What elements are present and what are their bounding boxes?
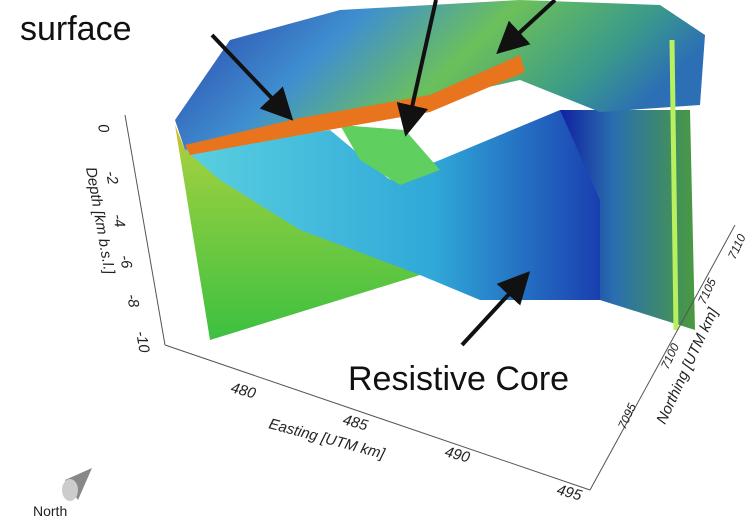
arrow bbox=[396, 0, 438, 137]
easting-axis bbox=[164, 344, 591, 491]
axes bbox=[124, 114, 736, 491]
compass-label: North bbox=[33, 503, 67, 519]
tick-label: 480 bbox=[229, 379, 258, 402]
tick-label: -10 bbox=[132, 330, 153, 355]
tick-label: 495 bbox=[555, 481, 584, 504]
tick-label: -4 bbox=[109, 213, 128, 229]
compass-base bbox=[62, 479, 78, 501]
conductive-layer bbox=[185, 55, 525, 155]
resistive-core bbox=[185, 110, 600, 300]
tick-label: 7095 bbox=[615, 401, 639, 431]
arrow bbox=[460, 271, 531, 347]
tick-label: 0 bbox=[94, 123, 112, 135]
surface bbox=[175, 0, 705, 150]
arrow bbox=[496, 0, 557, 55]
tick-label: 485 bbox=[341, 411, 370, 434]
tick-label: -8 bbox=[123, 293, 142, 310]
tick-label: 7105 bbox=[695, 276, 719, 306]
arrow bbox=[210, 33, 294, 121]
depth-axis bbox=[124, 114, 166, 346]
tick-label: 490 bbox=[443, 443, 472, 466]
arrows bbox=[210, 0, 557, 347]
easting-ticks: 480 485 490 495 bbox=[229, 379, 584, 504]
model-block bbox=[175, 0, 705, 340]
tick-label: -2 bbox=[102, 170, 121, 187]
channel bbox=[340, 125, 440, 185]
northing-axis bbox=[589, 224, 736, 491]
axis-label: Easting [UTM km] bbox=[267, 415, 387, 462]
slice bbox=[669, 39, 679, 331]
compass-cone bbox=[65, 468, 92, 500]
annotation: surface bbox=[20, 10, 132, 48]
compass: North bbox=[33, 468, 92, 519]
depth-ticks: 0 -2 -4 -6 -8 -10 bbox=[94, 123, 153, 355]
tick-label: -6 bbox=[116, 254, 135, 271]
annotation: Resistive Core bbox=[348, 360, 569, 398]
